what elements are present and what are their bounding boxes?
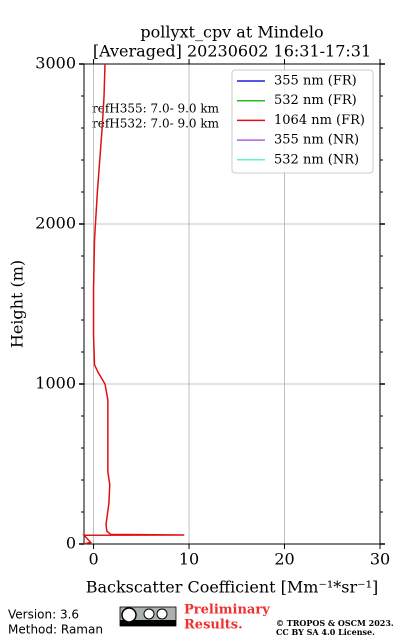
y-tick-label: 0 <box>66 534 76 553</box>
cc-logo <box>119 606 177 627</box>
chart-title: pollyxt_cpv at Mindelo <box>140 23 323 42</box>
x-tick-label: 0 <box>88 550 98 569</box>
legend-label: 355 nm (NR) <box>274 133 359 148</box>
x-tick-label: 30 <box>370 550 390 569</box>
legend-label: 532 nm (FR) <box>274 93 357 108</box>
y-tick-label: 2000 <box>35 214 76 233</box>
legend-label: 1064 nm (FR) <box>274 113 365 128</box>
x-tick-label: 20 <box>274 550 294 569</box>
chart-subtitle: [Averaged] 20230602 16:31-17:31 <box>93 42 371 61</box>
profile-line <box>82 63 185 545</box>
version: Version: 3.6 <box>8 608 79 622</box>
plot-frame <box>83 63 381 545</box>
copyright: CC BY SA 4.0 License. <box>276 627 375 637</box>
legend-label: 355 nm (FR) <box>274 74 357 89</box>
y-tick-label: 3000 <box>35 54 76 73</box>
legend-box <box>231 69 374 174</box>
legend: 355 nm (FR) 532 nm (FR) 1064 nm (FR) 355 nm… <box>231 69 374 174</box>
x-axis-label: Backscatter Coefficient [Mm⁻¹*sr⁻¹] <box>86 578 379 597</box>
preliminary: Preliminary <box>184 603 270 618</box>
x-tick-label: 10 <box>179 550 199 569</box>
preliminary: Results. <box>184 618 243 633</box>
legend-label: 532 nm (NR) <box>274 152 359 167</box>
annotation: refH532: 7.0- 9.0 km <box>92 117 220 131</box>
y-axis-label: Height (m) <box>8 260 27 348</box>
method: Method: Raman <box>8 623 103 637</box>
y-tick-label: 1000 <box>35 374 76 393</box>
copyright: © TROPOS & OSCM 2023. <box>276 618 394 628</box>
annotation: refH355: 7.0- 9.0 km <box>92 102 220 116</box>
